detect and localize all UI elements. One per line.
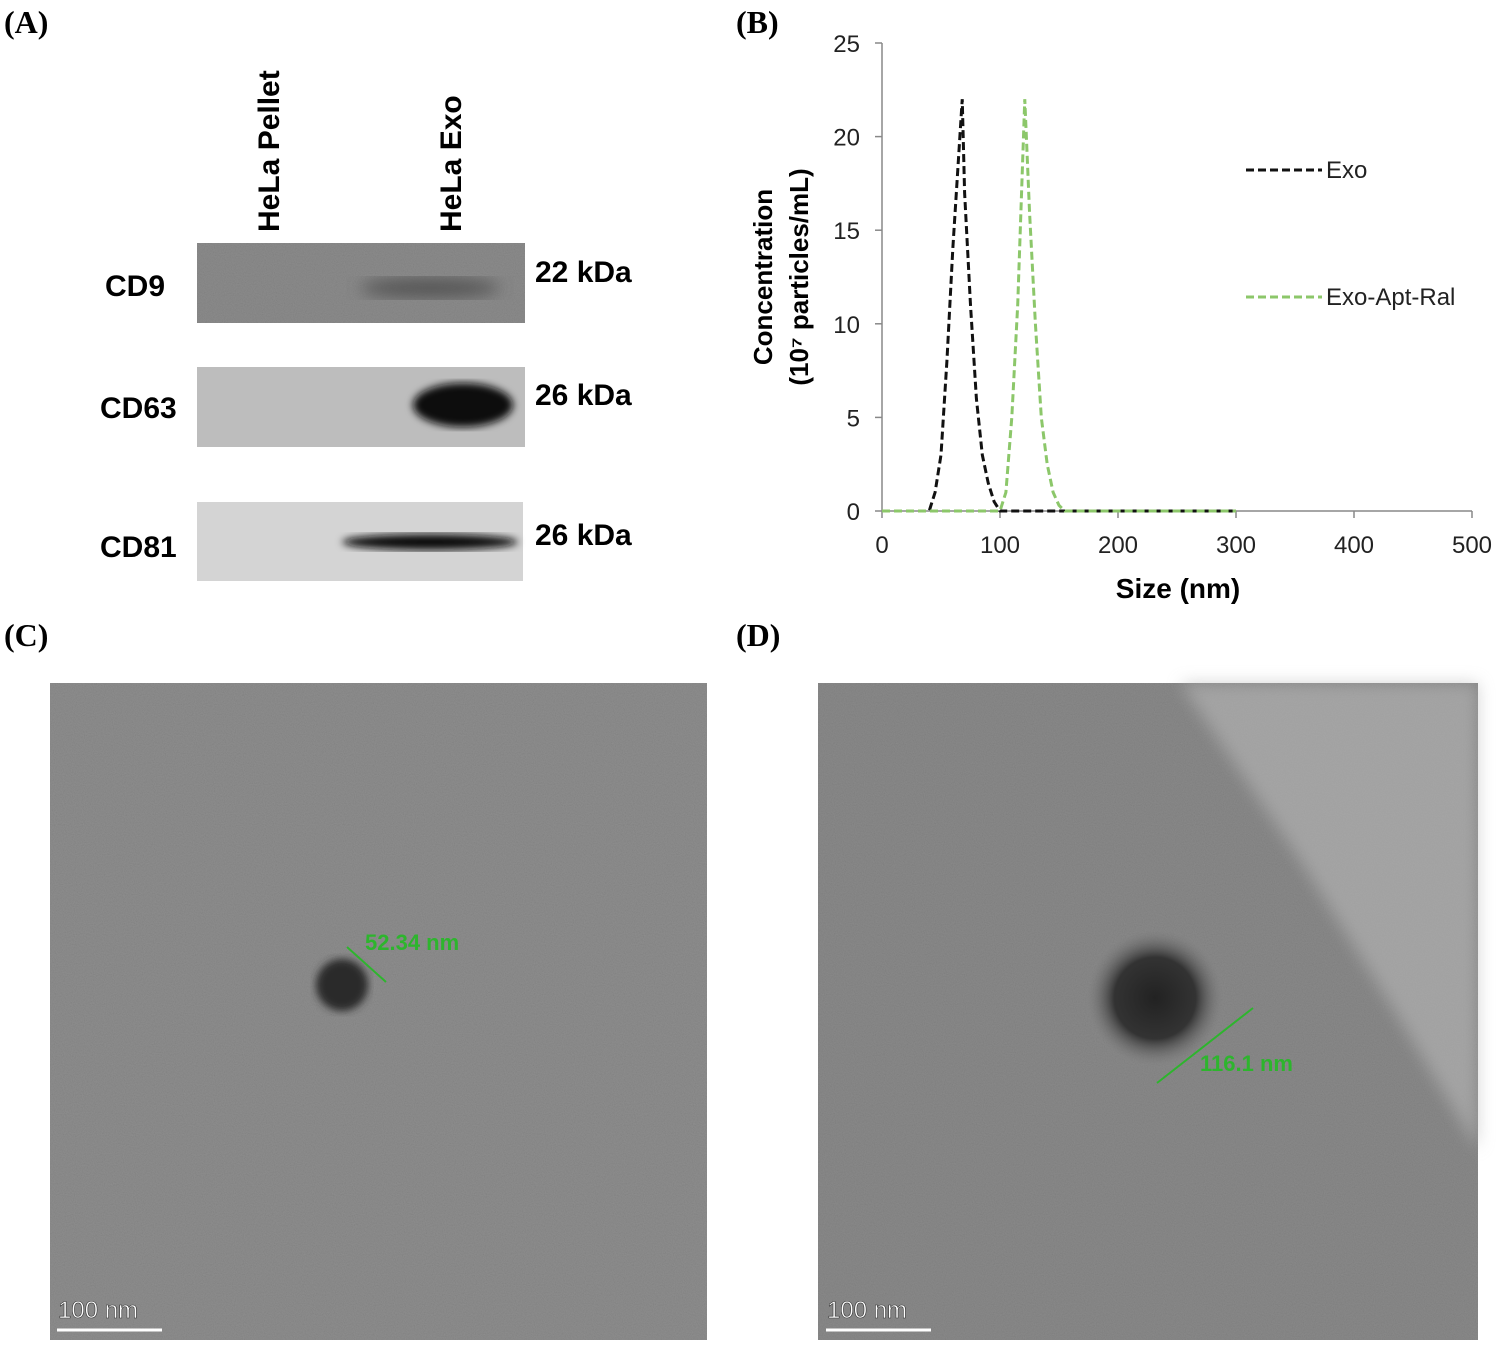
- lane-label: HeLa Exo: [435, 95, 468, 232]
- y-tick-label: 0: [847, 499, 860, 526]
- x-tick-label: 500: [1452, 532, 1492, 559]
- panel-a: (A) HeLa Pellet HeLa Exo CD9 22 kDa CD63…: [4, 4, 632, 581]
- panel-d: (D) 116.1 nm 100 nm: [736, 617, 1478, 1340]
- panel-label: (C): [4, 617, 48, 653]
- size-label: 22 kDa: [535, 256, 632, 289]
- legend-label: Exo-Apt-Ral: [1326, 284, 1455, 311]
- vesicle: [1087, 930, 1223, 1066]
- measure-line: [346, 946, 387, 983]
- y-tick-label: 5: [847, 405, 860, 432]
- x-axis-title: Size (nm): [1116, 573, 1240, 604]
- row-label: CD9: [105, 270, 165, 303]
- lane-label: HeLa Pellet: [253, 70, 286, 232]
- panel-c: (C) 52.34 nm 100 nm: [4, 617, 707, 1340]
- y-axis-title: (10⁷ particles/mL): [784, 168, 814, 385]
- blot-signal: [342, 534, 518, 550]
- vesicle: [316, 959, 368, 1011]
- measure-label: 116.1 nm: [1200, 1051, 1293, 1076]
- panel-label: (A): [4, 4, 48, 40]
- tem-image: [50, 683, 707, 1340]
- y-tick-label: 15: [833, 218, 860, 245]
- scale-label: 100 nm: [827, 1297, 907, 1324]
- scale-label: 100 nm: [58, 1297, 138, 1324]
- grid-edge: [1180, 683, 1478, 1150]
- y-tick-label: 20: [833, 125, 860, 152]
- measure-line: [1156, 1007, 1254, 1084]
- y-axis-title: Concentration: [748, 189, 778, 365]
- x-tick-label: 200: [1098, 532, 1138, 559]
- x-tick-label: 100: [980, 532, 1020, 559]
- data-line: [882, 99, 1236, 513]
- panel-label: (B): [736, 4, 779, 40]
- y-tick-label: 25: [833, 31, 860, 58]
- panel-b: (B) Concentration (10⁷ particles/mL) Siz…: [736, 4, 1492, 604]
- size-label: 26 kDa: [535, 379, 632, 412]
- legend-label: Exo: [1326, 157, 1367, 184]
- blot-signal: [360, 278, 500, 298]
- size-label: 26 kDa: [535, 519, 632, 552]
- y-tick-label: 10: [833, 312, 860, 339]
- blot-signal: [413, 383, 513, 427]
- panel-label: (D): [736, 617, 780, 653]
- x-tick-label: 0: [875, 532, 888, 559]
- row-label: CD81: [100, 531, 177, 564]
- measure-label: 52.34 nm: [365, 930, 459, 955]
- x-tick-label: 400: [1334, 532, 1374, 559]
- row-label: CD63: [100, 392, 177, 425]
- data-line: [882, 99, 1236, 513]
- x-tick-label: 300: [1216, 532, 1256, 559]
